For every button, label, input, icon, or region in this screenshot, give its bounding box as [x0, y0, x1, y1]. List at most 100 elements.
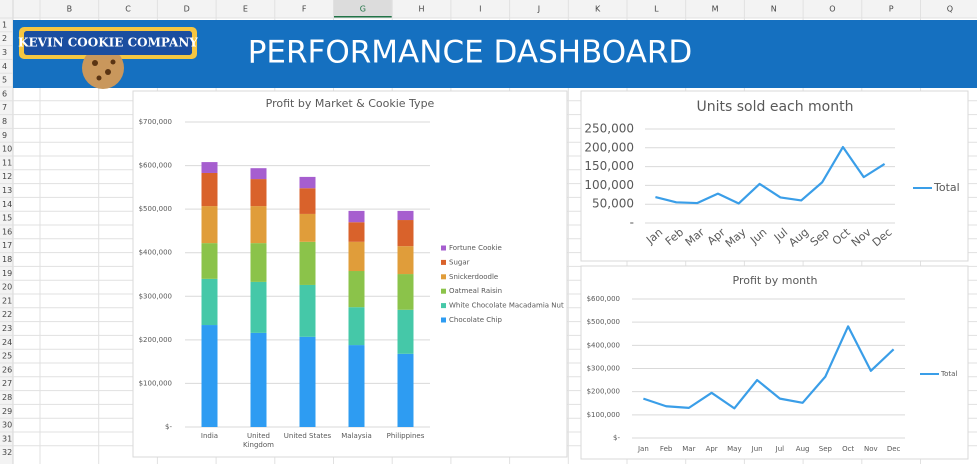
row-header: 18 — [2, 255, 12, 264]
legend-swatch — [441, 303, 446, 309]
y-tick-label: $700,000 — [139, 118, 172, 126]
row-header: 10 — [2, 145, 12, 154]
column-header: I — [479, 5, 481, 14]
selected-column-header — [333, 0, 393, 18]
bar-segment — [397, 274, 414, 310]
bar-segment — [201, 325, 218, 427]
legend-label: Chocolate Chip — [449, 316, 503, 324]
x-tick-label: May — [727, 445, 741, 453]
x-tick-label: Malaysia — [341, 432, 372, 440]
y-tick-label: 100,000 — [584, 178, 634, 192]
bar-segment — [201, 172, 218, 207]
row-header: 15 — [2, 214, 12, 223]
row-header: 20 — [2, 283, 12, 292]
logo-inner — [24, 31, 192, 55]
x-tick-label: Jan — [637, 445, 649, 453]
y-tick-label: 50,000 — [592, 197, 634, 211]
x-tick-label: United States — [284, 432, 331, 440]
line — [655, 145, 886, 205]
column-header: C — [125, 5, 131, 14]
chip — [110, 59, 116, 65]
row-header: 19 — [2, 269, 12, 278]
legend-label: White Chocolate Macadamia Nut — [449, 302, 564, 310]
bar-segment — [250, 206, 267, 244]
row-header: 4 — [2, 62, 7, 71]
bar-segment — [397, 220, 414, 247]
bar-segment — [348, 222, 365, 242]
bar-segment — [299, 213, 316, 242]
bar-segment — [250, 168, 267, 180]
x-tick-label: Philippines — [387, 432, 425, 440]
bar-segment — [250, 332, 267, 427]
x-tick-label: Mar — [682, 445, 695, 453]
y-tick-label: $300,000 — [587, 365, 620, 373]
chart-frame — [580, 90, 969, 262]
row-header: 17 — [2, 241, 12, 250]
row-header: 23 — [2, 324, 12, 333]
bar-segment — [250, 179, 267, 207]
bar-segment — [201, 206, 218, 244]
column-header: Q — [947, 5, 953, 14]
chip — [92, 60, 98, 66]
x-tick-label: Apr — [706, 445, 718, 453]
bar-segment — [299, 188, 316, 214]
bar-segment — [299, 241, 316, 285]
bar-segment — [201, 162, 218, 173]
row-header: 32 — [2, 448, 12, 457]
y-tick-label: $600,000 — [139, 162, 172, 170]
y-tick-label: $- — [613, 434, 620, 442]
y-tick-label: $200,000 — [587, 388, 620, 396]
y-tick-label: $400,000 — [587, 341, 620, 349]
bar-segment — [397, 309, 414, 354]
column-header-bar — [0, 0, 977, 18]
x-tick-label: Dec — [887, 445, 901, 453]
x-tick-label: Nov — [864, 445, 878, 453]
bar-segment — [348, 307, 365, 346]
bar-segment — [348, 241, 365, 272]
x-tick-label: India — [201, 432, 218, 440]
x-tick-label: Feb — [660, 445, 673, 453]
logo-text: KEVIN COOKIE COMPANY — [18, 36, 198, 50]
y-tick-label: 150,000 — [584, 159, 634, 173]
row-header: 9 — [2, 131, 7, 140]
bar-segment — [201, 278, 218, 326]
column-header: F — [302, 5, 307, 14]
y-tick-label: $100,000 — [587, 411, 620, 419]
bar-segment — [348, 210, 365, 223]
row-header-bar — [0, 18, 13, 464]
row-header: 7 — [2, 103, 7, 112]
x-tick-label: Oct — [842, 445, 854, 453]
legend-swatch — [441, 317, 446, 323]
row-header: 30 — [2, 421, 12, 430]
column-header: J — [537, 5, 540, 14]
legend-swatch — [441, 245, 446, 251]
legend-swatch — [441, 274, 446, 280]
row-header: 24 — [2, 338, 12, 347]
y-tick-label: $- — [165, 423, 172, 431]
legend-label: Sugar — [449, 258, 470, 266]
row-header: 2 — [2, 34, 7, 43]
x-tick-label: Malaysia — [341, 432, 372, 440]
x-tick-label: Aug — [796, 445, 810, 453]
x-tick-label: United Kingdom — [243, 432, 274, 449]
row-header: 25 — [2, 352, 12, 361]
column-header: G — [360, 5, 366, 14]
legend-swatch — [441, 288, 446, 294]
y-tick-label: $600,000 — [587, 295, 620, 303]
legend-label: Oatmeal Raisin — [449, 287, 502, 295]
row-header: 22 — [2, 310, 12, 319]
bar-segment — [201, 243, 218, 279]
cookie — [82, 47, 124, 89]
bar-segment — [299, 284, 316, 337]
column-header: O — [829, 5, 835, 14]
y-tick-label: $200,000 — [139, 336, 172, 344]
bar-segment — [299, 336, 316, 427]
y-tick-label: $300,000 — [139, 292, 172, 300]
column-header: M — [712, 5, 719, 14]
row-header: 6 — [2, 89, 7, 98]
column-header: N — [771, 5, 777, 14]
y-tick-label: $500,000 — [139, 205, 172, 213]
column-header: K — [595, 5, 601, 14]
